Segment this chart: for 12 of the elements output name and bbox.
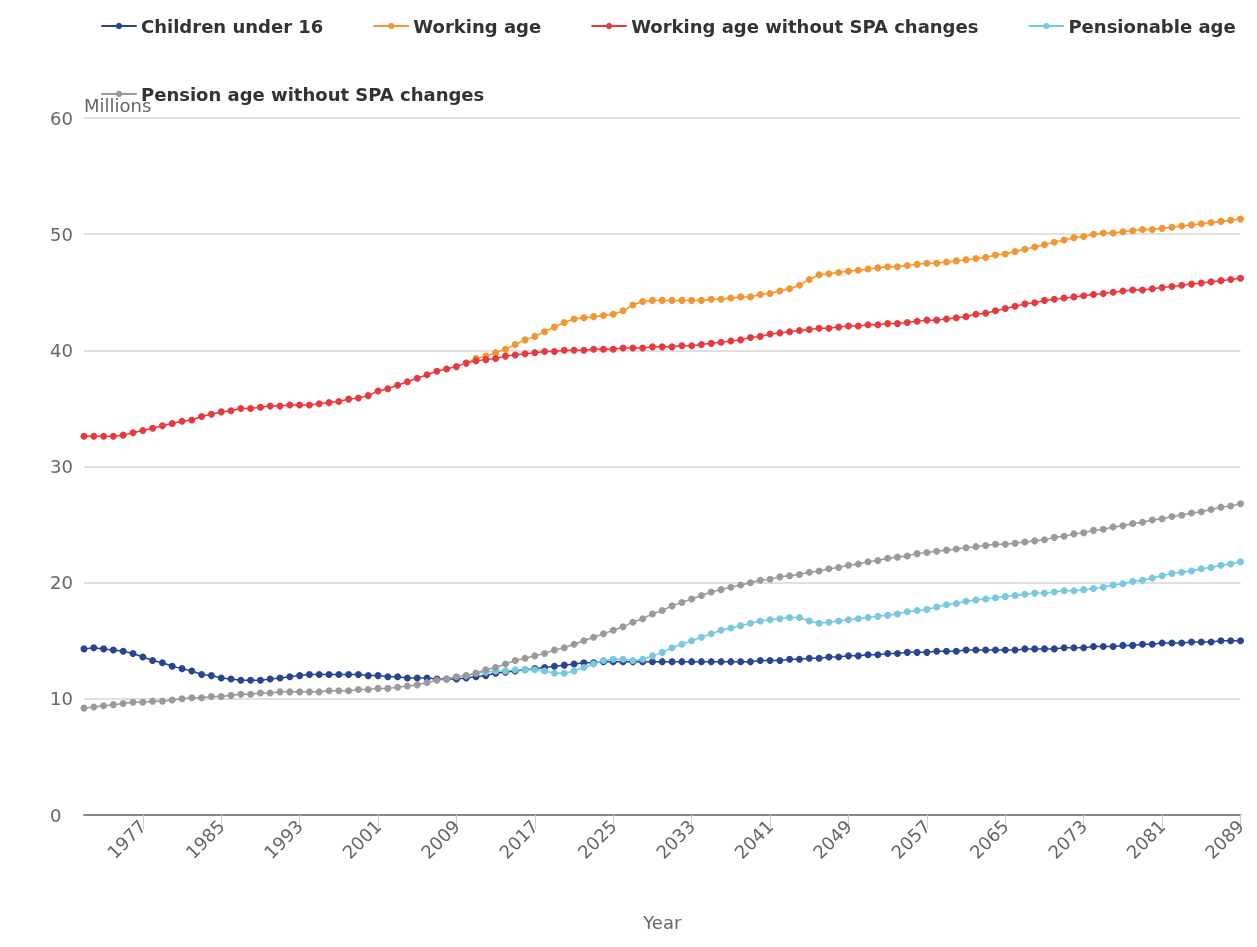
legend-label: Working age without SPA changes — [631, 15, 979, 37]
y-tick-label: 20 — [50, 572, 73, 594]
y-tick-label: 30 — [50, 456, 73, 477]
x-axis-title: Year — [642, 911, 682, 933]
legend-label: Pensionable age — [1068, 15, 1236, 37]
legend-label: Children under 16 — [141, 15, 324, 37]
y-tick-label: 10 — [50, 688, 73, 710]
legend-label: Working age — [413, 15, 542, 37]
y-tick-label: 40 — [50, 339, 73, 361]
y-tick-label: 50 — [50, 223, 73, 245]
y-tick-label: 60 — [50, 107, 73, 129]
y-tick-label: 0 — [50, 804, 62, 826]
